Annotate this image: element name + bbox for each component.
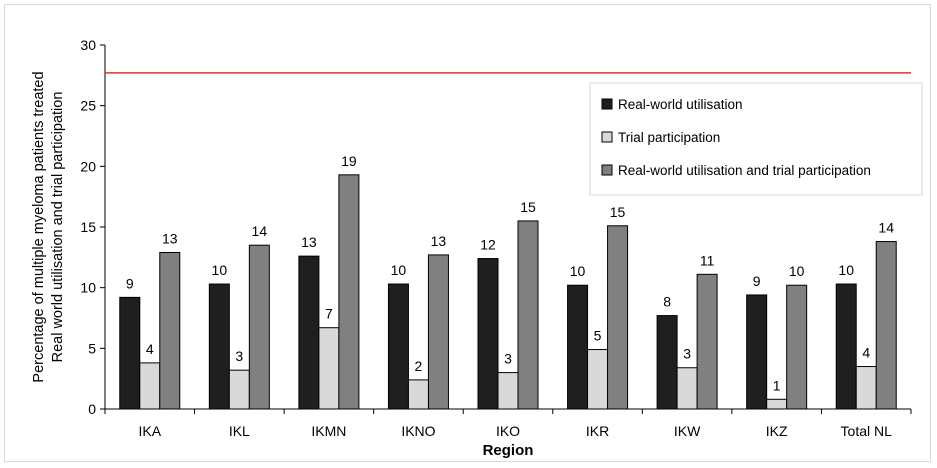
data-label: 13: [431, 233, 447, 249]
bar-ikno-series-1: [387, 283, 409, 410]
y-tick-label: 25: [80, 98, 96, 114]
bar-ikw-series-2: [676, 367, 698, 410]
legend-box: [589, 82, 923, 196]
x-tick-label: IKA: [138, 423, 161, 439]
y-tick-label: 30: [80, 37, 96, 53]
x-tick-label: IKR: [586, 423, 609, 439]
bar-ikno-series-2: [407, 379, 429, 410]
data-label: 10: [212, 262, 228, 278]
data-label: 7: [325, 306, 333, 322]
bar-total-nl-series-2: [855, 366, 877, 410]
data-label: 9: [126, 275, 134, 291]
data-label: 4: [862, 345, 870, 361]
data-label: 19: [341, 153, 357, 169]
legend-label: Real-world utilisation and trial partici…: [618, 163, 871, 178]
bar-ikl-series-2: [228, 369, 250, 410]
data-label: 3: [504, 351, 512, 367]
bars: [119, 174, 897, 410]
y-tick-label: 20: [80, 158, 96, 174]
x-tick-label: IKL: [229, 423, 250, 439]
bar-iko-series-3: [517, 220, 539, 410]
bar-ikr-series-1: [567, 284, 589, 410]
x-tick-label: IKO: [496, 423, 520, 439]
legend: Real-world utilisation Trial participatio…: [589, 82, 923, 196]
bar-ikl-series-3: [248, 244, 270, 410]
bar-ikno-series-3: [427, 254, 449, 410]
bar-ika-series-1: [119, 296, 141, 410]
bar-ikmn-series-3: [338, 174, 360, 410]
bar-ikr-series-2: [587, 349, 609, 410]
bar-iko-series-2: [497, 372, 519, 410]
legend-label: Real-world utilisation: [618, 97, 743, 112]
data-label: 8: [663, 294, 671, 310]
data-label: 10: [391, 262, 407, 278]
bar-ikw-series-1: [656, 315, 678, 410]
bar-iko-series-1: [477, 258, 499, 410]
y-tick-label: 15: [80, 219, 96, 235]
y-axis-title-line-2: Real world utilisation and trial partici…: [50, 92, 66, 363]
data-label: 10: [570, 263, 586, 279]
data-label: 10: [838, 262, 854, 278]
y-axis-title-line-1: Percentage of multiple myeloma patients …: [31, 71, 47, 382]
bar-ikr-series-3: [607, 225, 629, 410]
bar-ikl-series-1: [208, 283, 230, 410]
bar-ikw-series-3: [696, 273, 718, 410]
data-label: 14: [252, 223, 268, 239]
y-tick-label: 10: [80, 280, 96, 296]
x-axis-title: Region: [483, 442, 534, 459]
bar-ikz-series-2: [766, 398, 788, 410]
legend-swatch: [601, 164, 613, 176]
data-label: 13: [162, 230, 178, 246]
data-label: 15: [610, 204, 626, 220]
legend-swatch: [601, 131, 613, 143]
chart-frame: 0 5 10 15 20 25 30 IKA IKL IKMN IKNO IKO IKR IKW IKZ To…: [4, 4, 931, 462]
bar-total-nl-series-3: [875, 241, 897, 410]
x-tick-label: IKMN: [311, 423, 346, 439]
data-label: 11: [700, 252, 715, 268]
data-label: 13: [301, 234, 317, 250]
data-label: 3: [683, 346, 691, 362]
x-tick-label: Total NL: [841, 423, 893, 439]
data-label: 3: [235, 348, 243, 364]
data-label: 14: [878, 220, 894, 236]
data-label: 10: [789, 263, 805, 279]
x-tick-label: IKZ: [766, 423, 788, 439]
data-label: 15: [520, 199, 536, 215]
bar-ikz-series-3: [786, 284, 808, 410]
x-tick-label: IKW: [674, 423, 701, 439]
data-label: 12: [480, 237, 496, 253]
bar-ikz-series-1: [746, 294, 768, 410]
bar-ika-series-3: [159, 251, 181, 410]
data-label: 1: [773, 377, 781, 393]
data-label: 2: [415, 358, 423, 374]
bar-ikmn-series-1: [298, 255, 320, 410]
data-label: 5: [594, 328, 602, 344]
legend-swatch: [601, 98, 613, 110]
x-tick-label: IKNO: [401, 423, 435, 439]
bar-ika-series-2: [139, 362, 161, 410]
y-tick-label: 5: [88, 340, 96, 356]
bar-total-nl-series-1: [835, 283, 857, 410]
data-label: 4: [146, 341, 154, 357]
data-label: 9: [753, 273, 761, 289]
y-tick-label: 0: [88, 401, 96, 417]
bar-ikmn-series-2: [318, 327, 340, 410]
legend-label: Trial participation: [618, 130, 720, 145]
